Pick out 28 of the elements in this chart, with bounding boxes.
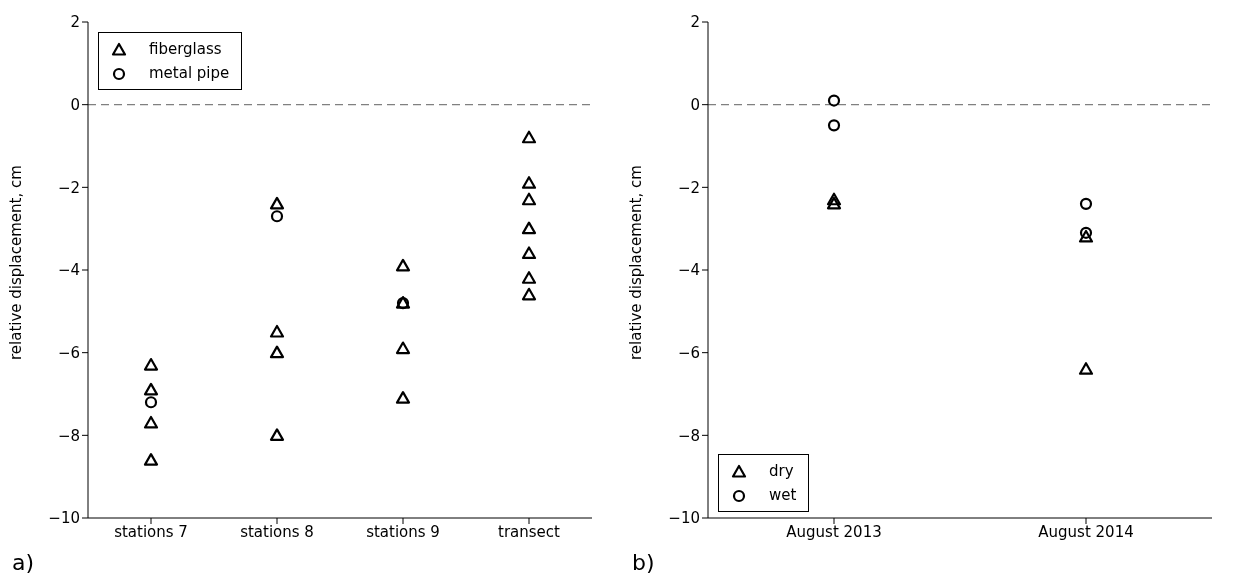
y-axis-title: relative displacement, cm — [7, 165, 26, 360]
y-tick-label: 2 — [690, 13, 700, 32]
y-tick-label: 2 — [70, 13, 80, 32]
y-tick-label: 0 — [690, 95, 700, 114]
x-tick-label: stations 8 — [240, 522, 314, 541]
x-tick-label: August 2014 — [1038, 522, 1134, 541]
y-tick-label: −8 — [677, 426, 700, 445]
y-tick-label: −10 — [668, 509, 700, 528]
y-tick-label: −2 — [57, 178, 80, 197]
x-tick-label: stations 7 — [114, 522, 188, 541]
text: b) — [632, 550, 655, 575]
legend-label: dry — [769, 462, 794, 480]
x-tick-label: transect — [498, 522, 561, 541]
y-tick-label: −8 — [57, 426, 80, 445]
text: a) — [12, 550, 35, 575]
y-axis-title: relative displacement, cm — [627, 165, 646, 360]
x-tick-label: August 2013 — [786, 522, 882, 541]
y-tick-label: −10 — [48, 509, 80, 528]
y-tick-label: −4 — [57, 261, 80, 280]
y-tick-label: −6 — [57, 343, 80, 362]
y-tick-label: −2 — [677, 178, 700, 197]
y-tick-label: 0 — [70, 95, 80, 114]
legend-label: fiberglass — [149, 40, 222, 58]
legend-label: metal pipe — [149, 64, 230, 82]
y-tick-label: −6 — [677, 343, 700, 362]
x-tick-label: stations 9 — [366, 522, 440, 541]
y-tick-label: −4 — [677, 261, 700, 280]
legend-label: wet — [769, 486, 797, 504]
